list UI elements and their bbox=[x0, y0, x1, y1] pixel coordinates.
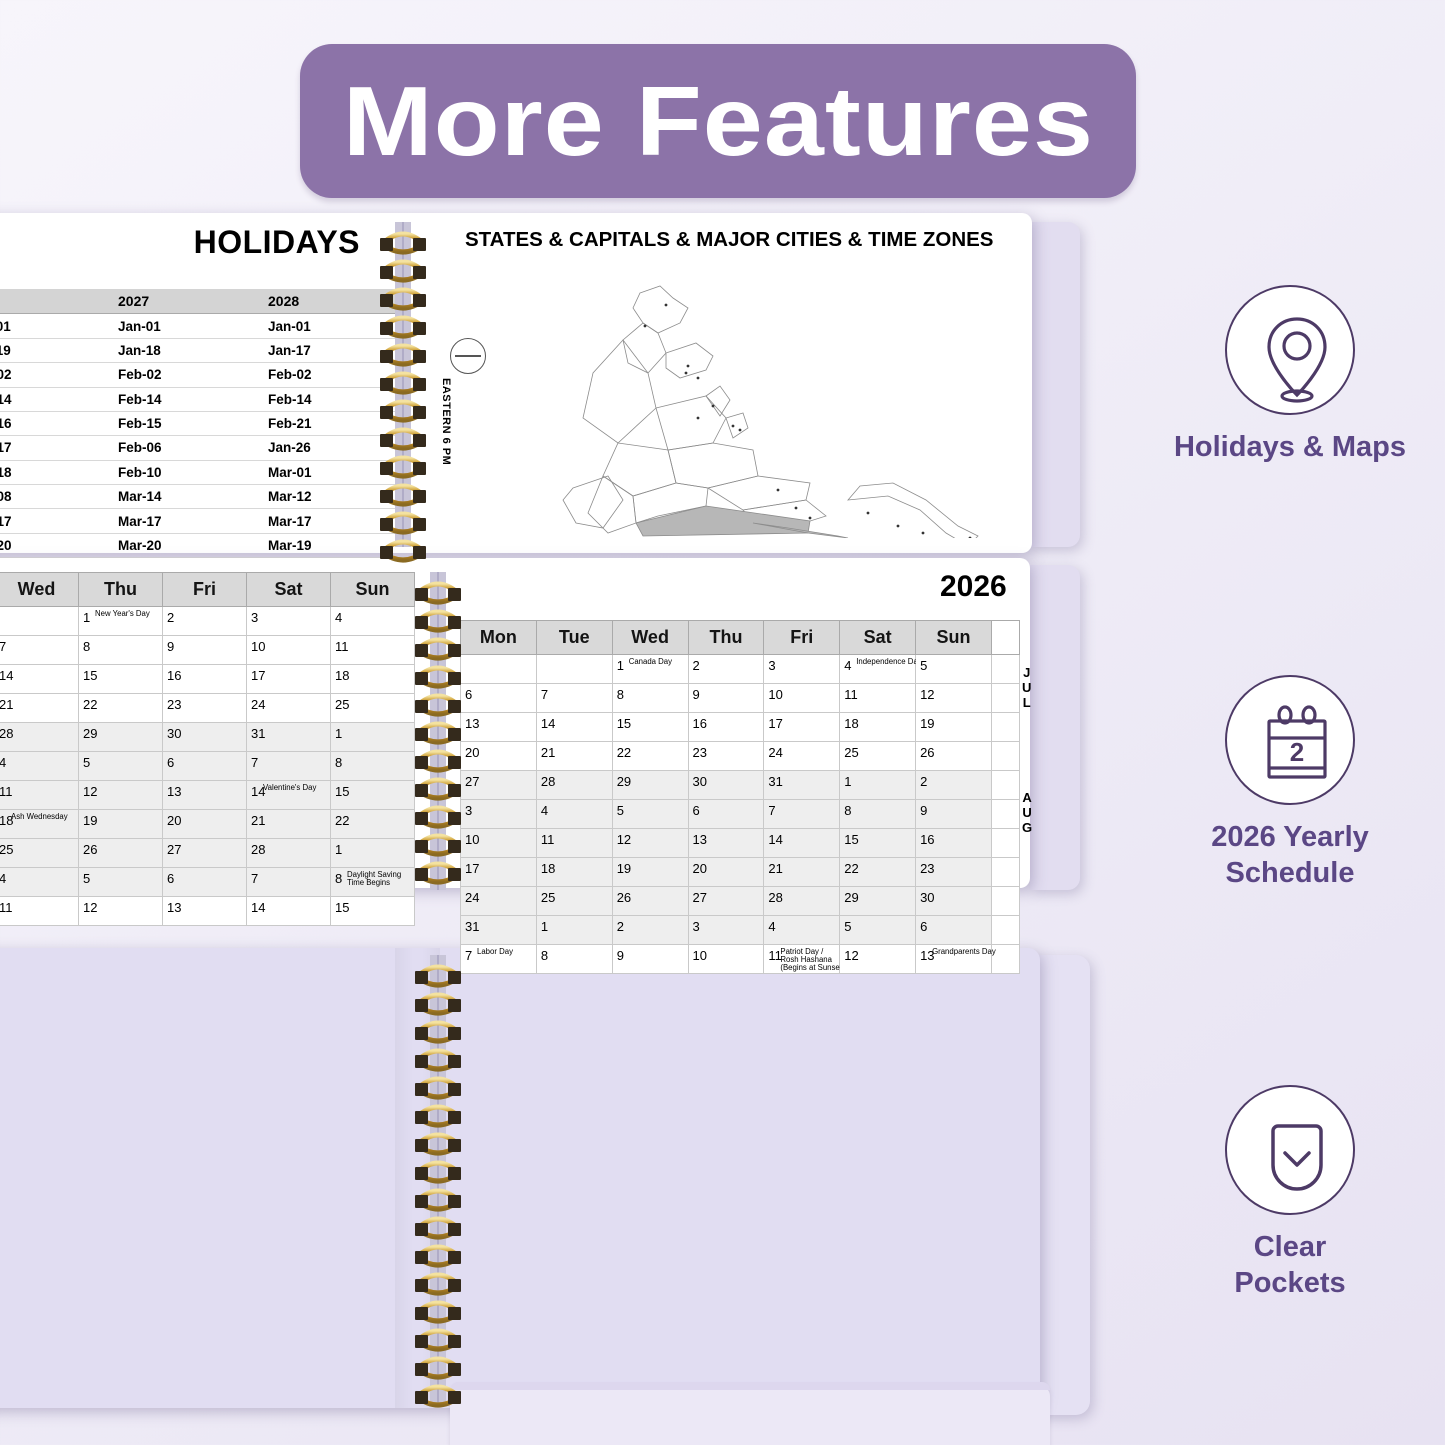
svg-text:2: 2 bbox=[1290, 737, 1304, 767]
